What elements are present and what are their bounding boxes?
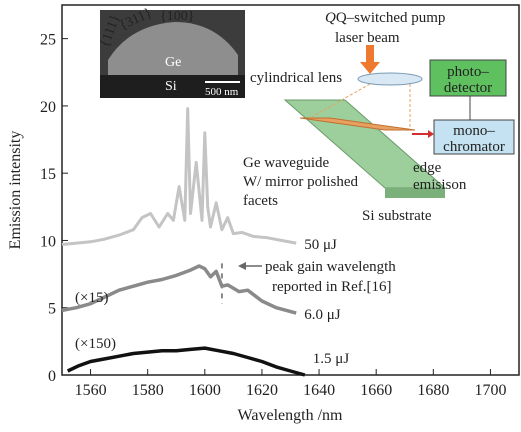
- monochromator-box: [433, 119, 515, 155]
- sem-si: [100, 75, 245, 98]
- pump-label-line: Q–switched pump: [336, 10, 446, 26]
- schematic-inset: QQ–switched pump laser beam cylindrical …: [243, 10, 515, 224]
- pump-arrow: [360, 45, 380, 74]
- edge-label: emisison: [413, 177, 467, 193]
- y-tick-label: 10: [40, 233, 56, 250]
- y-tick-label: 20: [40, 99, 56, 116]
- x-tick-label: 1660: [360, 382, 392, 399]
- beam-line: [309, 83, 371, 119]
- detector-label: detector: [444, 80, 492, 96]
- waveguide-label: facets: [243, 193, 278, 209]
- photodetector-box: [429, 59, 507, 97]
- annotation-text: peak gain wavelength: [265, 259, 396, 275]
- edge-label: edge: [413, 160, 442, 176]
- sem-si-label: Si: [165, 79, 177, 94]
- waveguide-label: W/ mirror polished: [243, 174, 358, 190]
- emission-arrowhead: [428, 130, 434, 138]
- annotation-text: reported in Ref.[16]: [272, 279, 392, 295]
- y-tick-label: 15: [40, 166, 56, 183]
- cylindrical-lens: [357, 72, 423, 86]
- lens-label: cylindrical lens: [250, 70, 342, 86]
- detector-label: photo–: [447, 64, 489, 80]
- x-tick-label: 1680: [417, 382, 449, 399]
- x-tick-label: 1580: [132, 382, 164, 399]
- sem-facet: {100}: [160, 9, 194, 24]
- x-tick-label: 1560: [75, 382, 107, 399]
- substrate-side: [385, 188, 445, 198]
- monochromator-label: chromator: [443, 139, 505, 155]
- monochromator-label: mono–: [453, 123, 495, 139]
- x-axis-label: Wavelength /nm: [238, 407, 343, 424]
- series-multiplier: (×15): [75, 290, 108, 306]
- series-label: 50 μJ: [304, 237, 337, 253]
- series-label: 1.5 μJ: [313, 351, 350, 367]
- waveguide-label: Ge waveguide: [243, 155, 330, 171]
- x-tick-label: 1600: [189, 382, 221, 399]
- pump-label-line: Q: [325, 10, 336, 26]
- series-line: [66, 346, 306, 377]
- series-line: [61, 107, 297, 246]
- series-multiplier: (×150): [75, 336, 116, 352]
- series-line: [61, 264, 297, 315]
- substrate-label: Si substrate: [362, 208, 432, 224]
- annotation-arrowhead: [238, 262, 246, 270]
- sem-ge-label: Ge: [165, 55, 181, 70]
- series-label: 6.0 μJ: [304, 307, 341, 323]
- x-tick-label: 1640: [303, 382, 335, 399]
- x-tick-label: 1700: [474, 382, 506, 399]
- y-tick-label: 0: [48, 368, 56, 385]
- scale-bar-label: 500 nm: [205, 86, 239, 98]
- x-tick-label: 1620: [246, 382, 278, 399]
- pump-label: laser beam: [335, 30, 400, 46]
- pump-label: QQ–switched pump: [325, 10, 445, 26]
- y-tick-label: 25: [40, 32, 56, 49]
- waveguide: [299, 117, 416, 131]
- y-tick-label: 5: [48, 301, 56, 318]
- y-axis-label: Emission intensity: [7, 131, 24, 250]
- sem-inset: {111} {311} {100} Ge Si 500 nm: [98, 6, 245, 98]
- sem-ge: [108, 22, 238, 75]
- plot-frame: [61, 4, 520, 376]
